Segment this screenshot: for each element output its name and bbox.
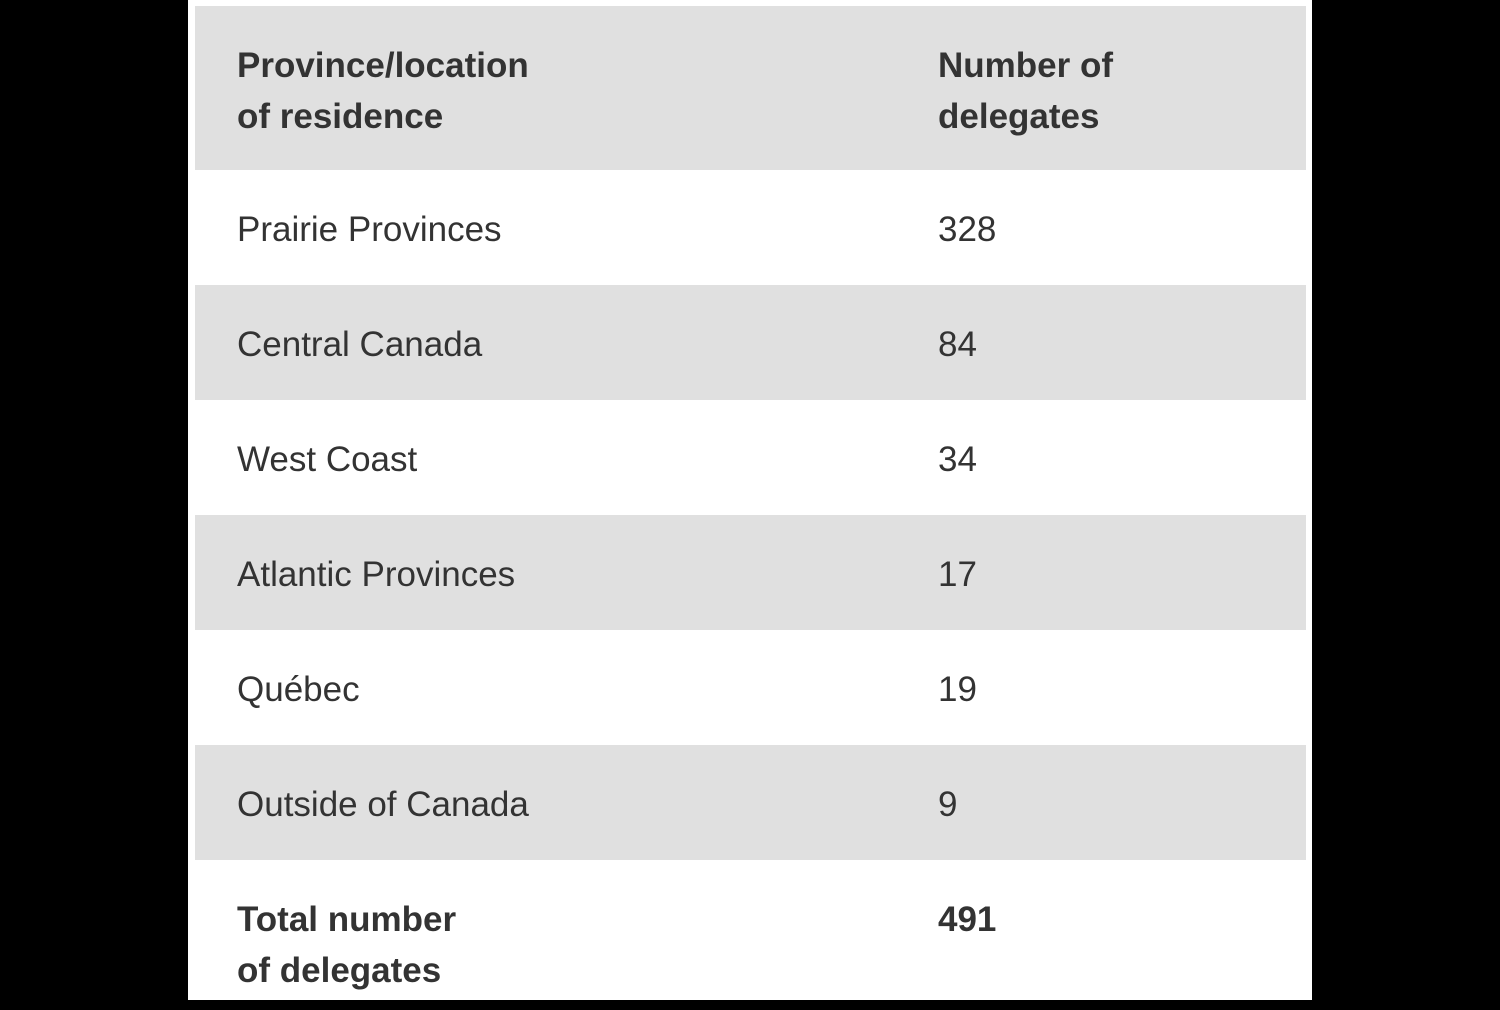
delegate-count: 34	[938, 440, 977, 479]
delegate-count: 9	[938, 785, 958, 824]
header-cell: Province/location of residence	[237, 46, 529, 136]
table-row: Québec 19	[195, 630, 1306, 745]
location-name: Québec	[237, 670, 360, 709]
table-row: Outside of Canada 9	[195, 745, 1306, 860]
table-row: West Coast 34	[195, 400, 1306, 515]
table-row: Central Canada 84	[195, 285, 1306, 400]
delegate-count: 19	[938, 670, 977, 709]
table-row: Prairie Provinces 328	[195, 170, 1306, 285]
location-name: West Coast	[237, 440, 418, 479]
table-row: Atlantic Provinces 17	[195, 515, 1306, 630]
total-label: Total number of delegates	[237, 900, 457, 990]
delegate-count: 17	[938, 555, 977, 594]
panel: Province/location of residence Number of…	[188, 0, 1312, 1000]
location-name: Outside of Canada	[237, 785, 529, 824]
header-cell: Number of delegates	[938, 46, 1113, 136]
location-name: Prairie Provinces	[237, 210, 502, 249]
location-name: Central Canada	[237, 325, 483, 364]
header-row: Province/location of residence Number of…	[195, 6, 1306, 170]
delegate-count: 84	[938, 325, 977, 364]
location-name: Atlantic Provinces	[237, 555, 516, 594]
delegate-count: 328	[938, 210, 997, 249]
total-row: Total number of delegates 491	[195, 860, 1306, 1010]
total-value: 491	[938, 900, 997, 939]
table: Province/location of residence Number of…	[195, 6, 1306, 1010]
